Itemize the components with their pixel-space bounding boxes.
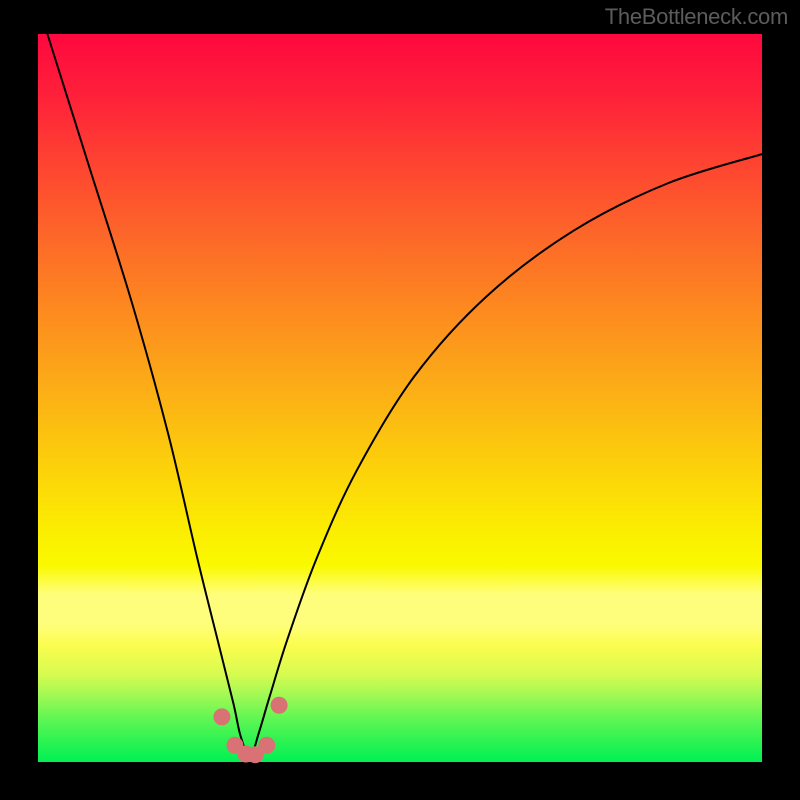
bottleneck-chart xyxy=(0,0,800,800)
curve-marker-0 xyxy=(214,709,230,725)
curve-marker-4 xyxy=(259,737,275,753)
watermark-text: TheBottleneck.com xyxy=(605,4,788,30)
curve-marker-5 xyxy=(271,697,287,713)
